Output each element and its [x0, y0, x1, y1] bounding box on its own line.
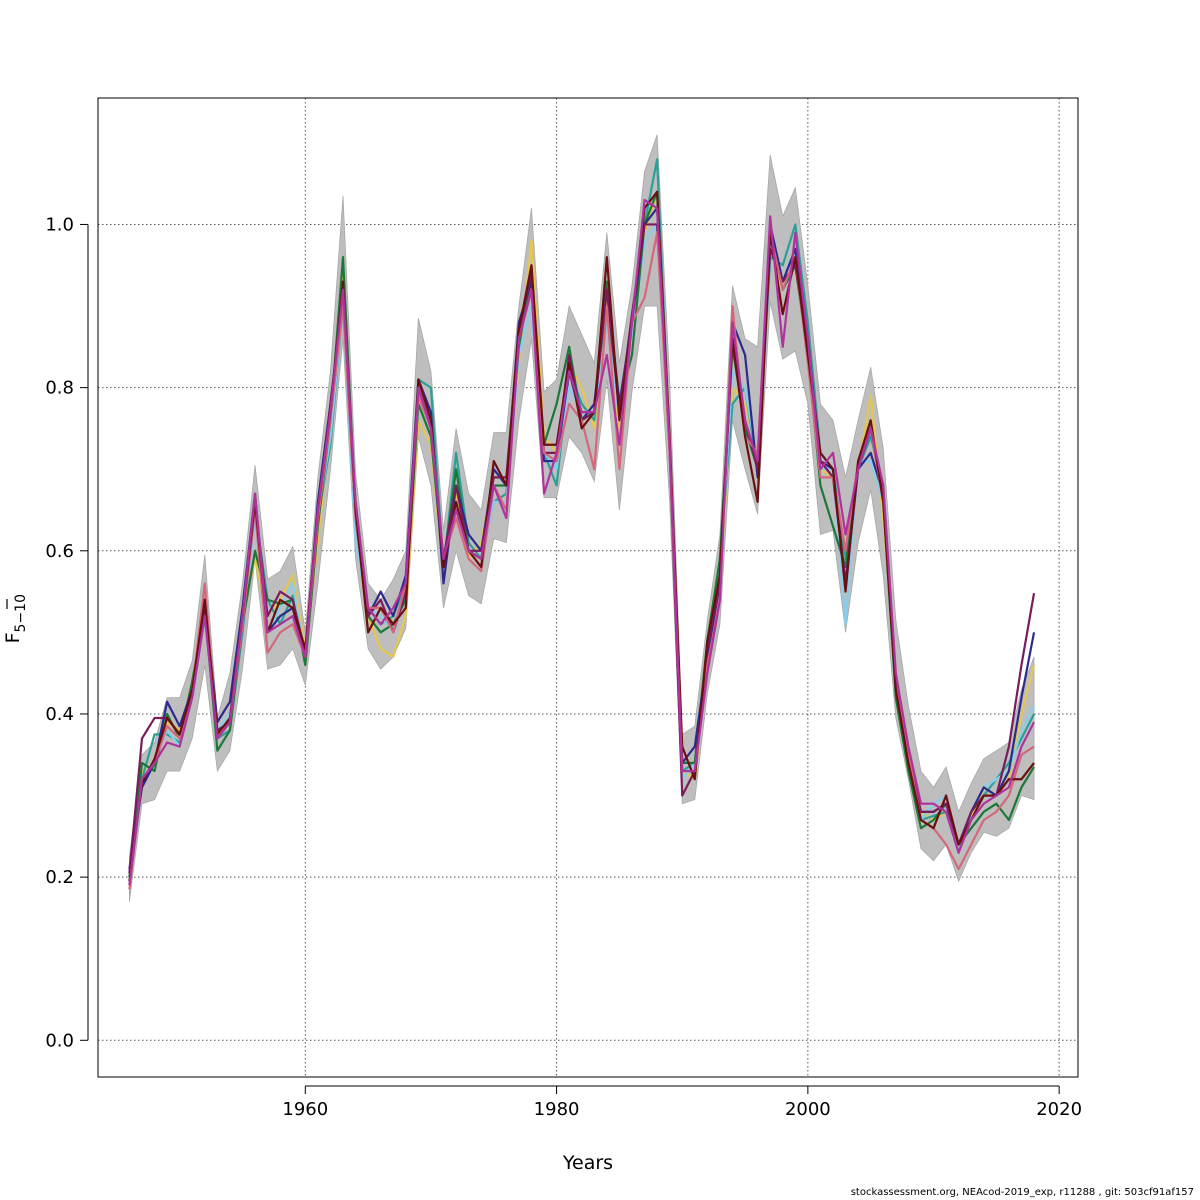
grid-lines — [98, 98, 1078, 1077]
series-line-6 — [128, 223, 1036, 874]
y-tick-label: 1.0 — [45, 214, 74, 235]
x-axis-title: Years — [562, 1152, 613, 1174]
axes: 1960 1980 2000 2020 0.0 0.2 0.4 0.6 0.8 1.0 — [45, 214, 1082, 1120]
x-tick-label: 1980 — [534, 1099, 580, 1120]
y-tick-label: 0.8 — [45, 378, 74, 399]
x-tick-label: 1960 — [282, 1099, 328, 1120]
series-line-8 — [128, 190, 1035, 882]
y-tick-label: 0.0 — [45, 1030, 74, 1051]
y-tick-label: 0.2 — [45, 867, 74, 888]
series-line-9 — [128, 198, 1036, 886]
confidence-band — [129, 134, 1035, 902]
series-lines — [128, 158, 1036, 890]
y-tick-label: 0.6 — [45, 541, 74, 562]
plot-frame — [97, 97, 1079, 1078]
y-axis-title-subscript: 5−10 — [13, 594, 29, 632]
series-line-5 — [128, 207, 1036, 870]
series-line-1 — [128, 190, 1036, 882]
y-axis-title-main: F — [2, 632, 24, 643]
confidence-band-layer — [129, 134, 1035, 902]
footer-source-note: stockassessment.org, NEAcod-2019_exp, r1… — [850, 1187, 1194, 1198]
series-line-2 — [128, 158, 1036, 878]
series-line-4 — [128, 190, 1035, 878]
x-tick-label: 2020 — [1036, 1099, 1082, 1120]
svg-text:F5−10: F5−10 — [2, 594, 29, 643]
y-axis-title: F5−10 — [2, 594, 29, 643]
x-tick-label: 2000 — [785, 1099, 831, 1120]
y-tick-label: 0.4 — [45, 704, 74, 725]
